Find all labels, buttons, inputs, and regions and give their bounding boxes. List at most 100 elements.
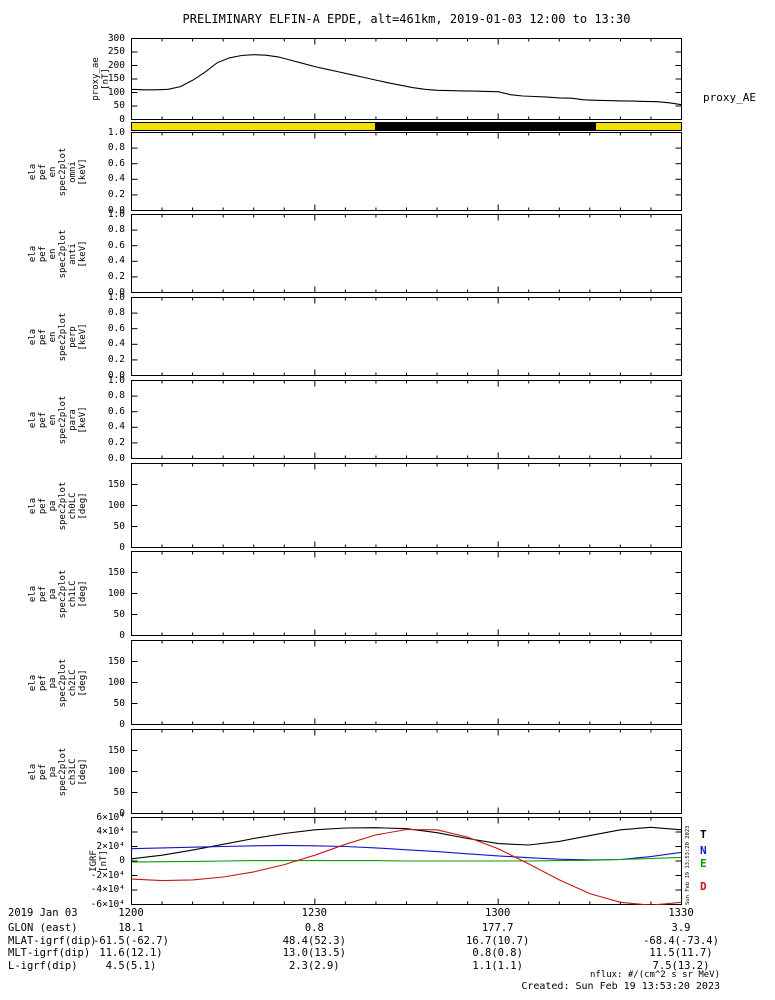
y-axis-label-igrf: IGRF [nT] xyxy=(88,850,109,872)
panel-plot-en_omni xyxy=(131,132,682,211)
y-tick-label: 0 xyxy=(119,629,125,641)
panel-pa_ch2lc xyxy=(131,640,682,725)
y-tick-label: 0.2 xyxy=(107,436,125,448)
panel-en_omni xyxy=(131,132,682,211)
y-tick-label: -2×10⁴ xyxy=(90,869,125,881)
y-tick-label: 100 xyxy=(107,676,125,688)
footer-units-note: nflux: #/(cm^2 s sr MeV) xyxy=(589,970,720,980)
y-tick-label: 0.6 xyxy=(107,239,125,251)
y-axis-label-proxy_ae: proxy_ae [nT] xyxy=(90,57,111,101)
annotation-row-label: MLT-igrf(dip) xyxy=(8,947,91,959)
panel-proxy_ae xyxy=(131,38,682,120)
y-tick-label: 0.4 xyxy=(107,173,125,185)
y-tick-label: 0.6 xyxy=(107,405,125,417)
y-tick-label: 50 xyxy=(113,786,125,798)
y-tick-label: 0.8 xyxy=(107,224,125,236)
panel-en_para xyxy=(131,380,682,459)
y-tick-label: 250 xyxy=(107,46,125,57)
panel-plot-pa_ch0lc xyxy=(131,463,682,548)
y-tick-label: 150 xyxy=(107,73,125,84)
y-tick-label: 200 xyxy=(107,59,125,71)
y-tick-label: 2×10⁴ xyxy=(96,840,125,852)
annotation-value: -68.4(-73.4) xyxy=(643,934,719,947)
y-tick-label: 0.0 xyxy=(107,204,125,216)
y-tick-label: 50 xyxy=(113,608,125,620)
annotation-value: 11.6(12.1) xyxy=(99,947,163,959)
series-letter-T: T xyxy=(700,827,707,841)
panel-plot-en_para xyxy=(131,380,682,459)
annotation-row-label: L-igrf(dip) xyxy=(8,959,78,972)
status-bar-segment xyxy=(375,123,597,130)
annotation-value: 2.3(2.9) xyxy=(289,959,340,972)
annotation-value: -61.5(-62.7) xyxy=(93,934,169,947)
creation-timestamp-vertical: Sun Feb 19 13:53:20 2023 xyxy=(685,825,691,905)
y-tick-label: 1.0 xyxy=(107,208,125,220)
y-tick-label: 300 xyxy=(107,32,125,44)
y-tick-label: 0.4 xyxy=(107,255,125,267)
y-tick-label: 100 xyxy=(107,499,125,511)
annotation-value: 177.7 xyxy=(481,922,514,934)
annotation-value: 16.7(10.7) xyxy=(466,934,530,947)
panel-plot-pa_ch2lc xyxy=(131,640,682,725)
y-tick-label: 0.0 xyxy=(107,286,125,298)
annotation-row-label: MLAT-igrf(dip) xyxy=(8,934,97,947)
y-axis-label-en_omni: ela pef en spec2plot omni [keV] xyxy=(27,147,89,196)
y-axis-label-pa_ch2lc: ela pef pa spec2plot ch2LC [deg] xyxy=(27,658,89,707)
annotation-value: 7.5(13.2) xyxy=(652,959,710,972)
y-tick-label: 1.0 xyxy=(107,126,125,138)
annotation-value: 48.4(52.3) xyxy=(282,934,346,947)
y-tick-label: 0 xyxy=(119,855,125,866)
date-label: 2019 Jan 03 xyxy=(8,907,78,919)
series-letter-N: N xyxy=(700,844,707,858)
annotation-value: 3.9 xyxy=(671,922,691,934)
annotation-value: 18.1 xyxy=(118,922,144,934)
y-axis-label-en_anti: ela pef en spec2plot anti [keV] xyxy=(27,229,89,278)
y-tick-label: 0.4 xyxy=(107,338,125,350)
y-tick-label: 0.0 xyxy=(107,452,125,464)
panel-en_anti xyxy=(131,214,682,293)
annotation-value: 11.5(11.7) xyxy=(649,947,713,959)
y-tick-label: 4×10⁴ xyxy=(96,826,125,837)
annotation-value: 0.8 xyxy=(304,922,324,934)
y-axis-label-en_para: ela pef en spec2plot para [keV] xyxy=(27,395,89,444)
panel-pa_ch1lc xyxy=(131,551,682,636)
y-tick-label: 150 xyxy=(107,478,125,490)
y-axis-label-pa_ch3lc: ela pef pa spec2plot ch3LC [deg] xyxy=(27,747,89,796)
y-axis-label-en_perp: ela pef en spec2plot perp [keV] xyxy=(27,312,89,361)
y-tick-label: 100 xyxy=(107,765,125,777)
y-tick-label: -6×10⁴ xyxy=(90,898,125,910)
series-line-D xyxy=(131,828,682,905)
panel-plot-proxy_ae xyxy=(131,38,682,120)
panel-plot-en_perp xyxy=(131,297,682,376)
y-tick-label: 0 xyxy=(119,807,125,819)
series-line-N xyxy=(131,844,682,861)
series-label-proxy_AE: proxy_AE xyxy=(703,91,756,105)
page-title: PRELIMINARY ELFIN-A EPDE, alt=461km, 201… xyxy=(182,12,631,26)
panel-plot-pa_ch3lc xyxy=(131,729,682,814)
y-axis-label-pa_ch0lc: ela pef pa spec2plot ch0LC [deg] xyxy=(27,481,89,530)
y-tick-label: 150 xyxy=(107,744,125,756)
annotation-value: 0.8(0.8) xyxy=(472,947,523,959)
annotation-row-label: GLON (east) xyxy=(8,922,78,934)
x-tick-label: 1300 xyxy=(485,907,511,919)
annotation-value: 1.1(1.1) xyxy=(472,959,523,972)
y-axis-label-pa_ch1lc: ela pef pa spec2plot ch1LC [deg] xyxy=(27,569,89,618)
panel-plot-en_anti xyxy=(131,214,682,293)
panel-plot-pa_ch1lc xyxy=(131,551,682,636)
panel-igrf xyxy=(131,817,682,905)
y-tick-label: 0.2 xyxy=(107,270,125,282)
y-tick-label: 0.4 xyxy=(107,421,125,433)
footer: nflux: #/(cm^2 s sr MeV) Created: Sun Fe… xyxy=(521,970,720,994)
y-tick-label: 0.8 xyxy=(107,307,125,319)
y-tick-label: 0.8 xyxy=(107,390,125,402)
y-tick-label: 0 xyxy=(119,541,125,553)
status-bar xyxy=(131,122,682,131)
panel-pa_ch3lc xyxy=(131,729,682,814)
y-tick-label: 0.2 xyxy=(107,353,125,365)
y-tick-label: 0.0 xyxy=(107,369,125,381)
y-tick-label: -4×10⁴ xyxy=(90,884,125,895)
panel-plot-igrf xyxy=(131,817,682,905)
y-tick-label: 50 xyxy=(113,697,125,709)
y-tick-label: 0 xyxy=(119,113,125,125)
series-letter-D: D xyxy=(700,880,707,894)
